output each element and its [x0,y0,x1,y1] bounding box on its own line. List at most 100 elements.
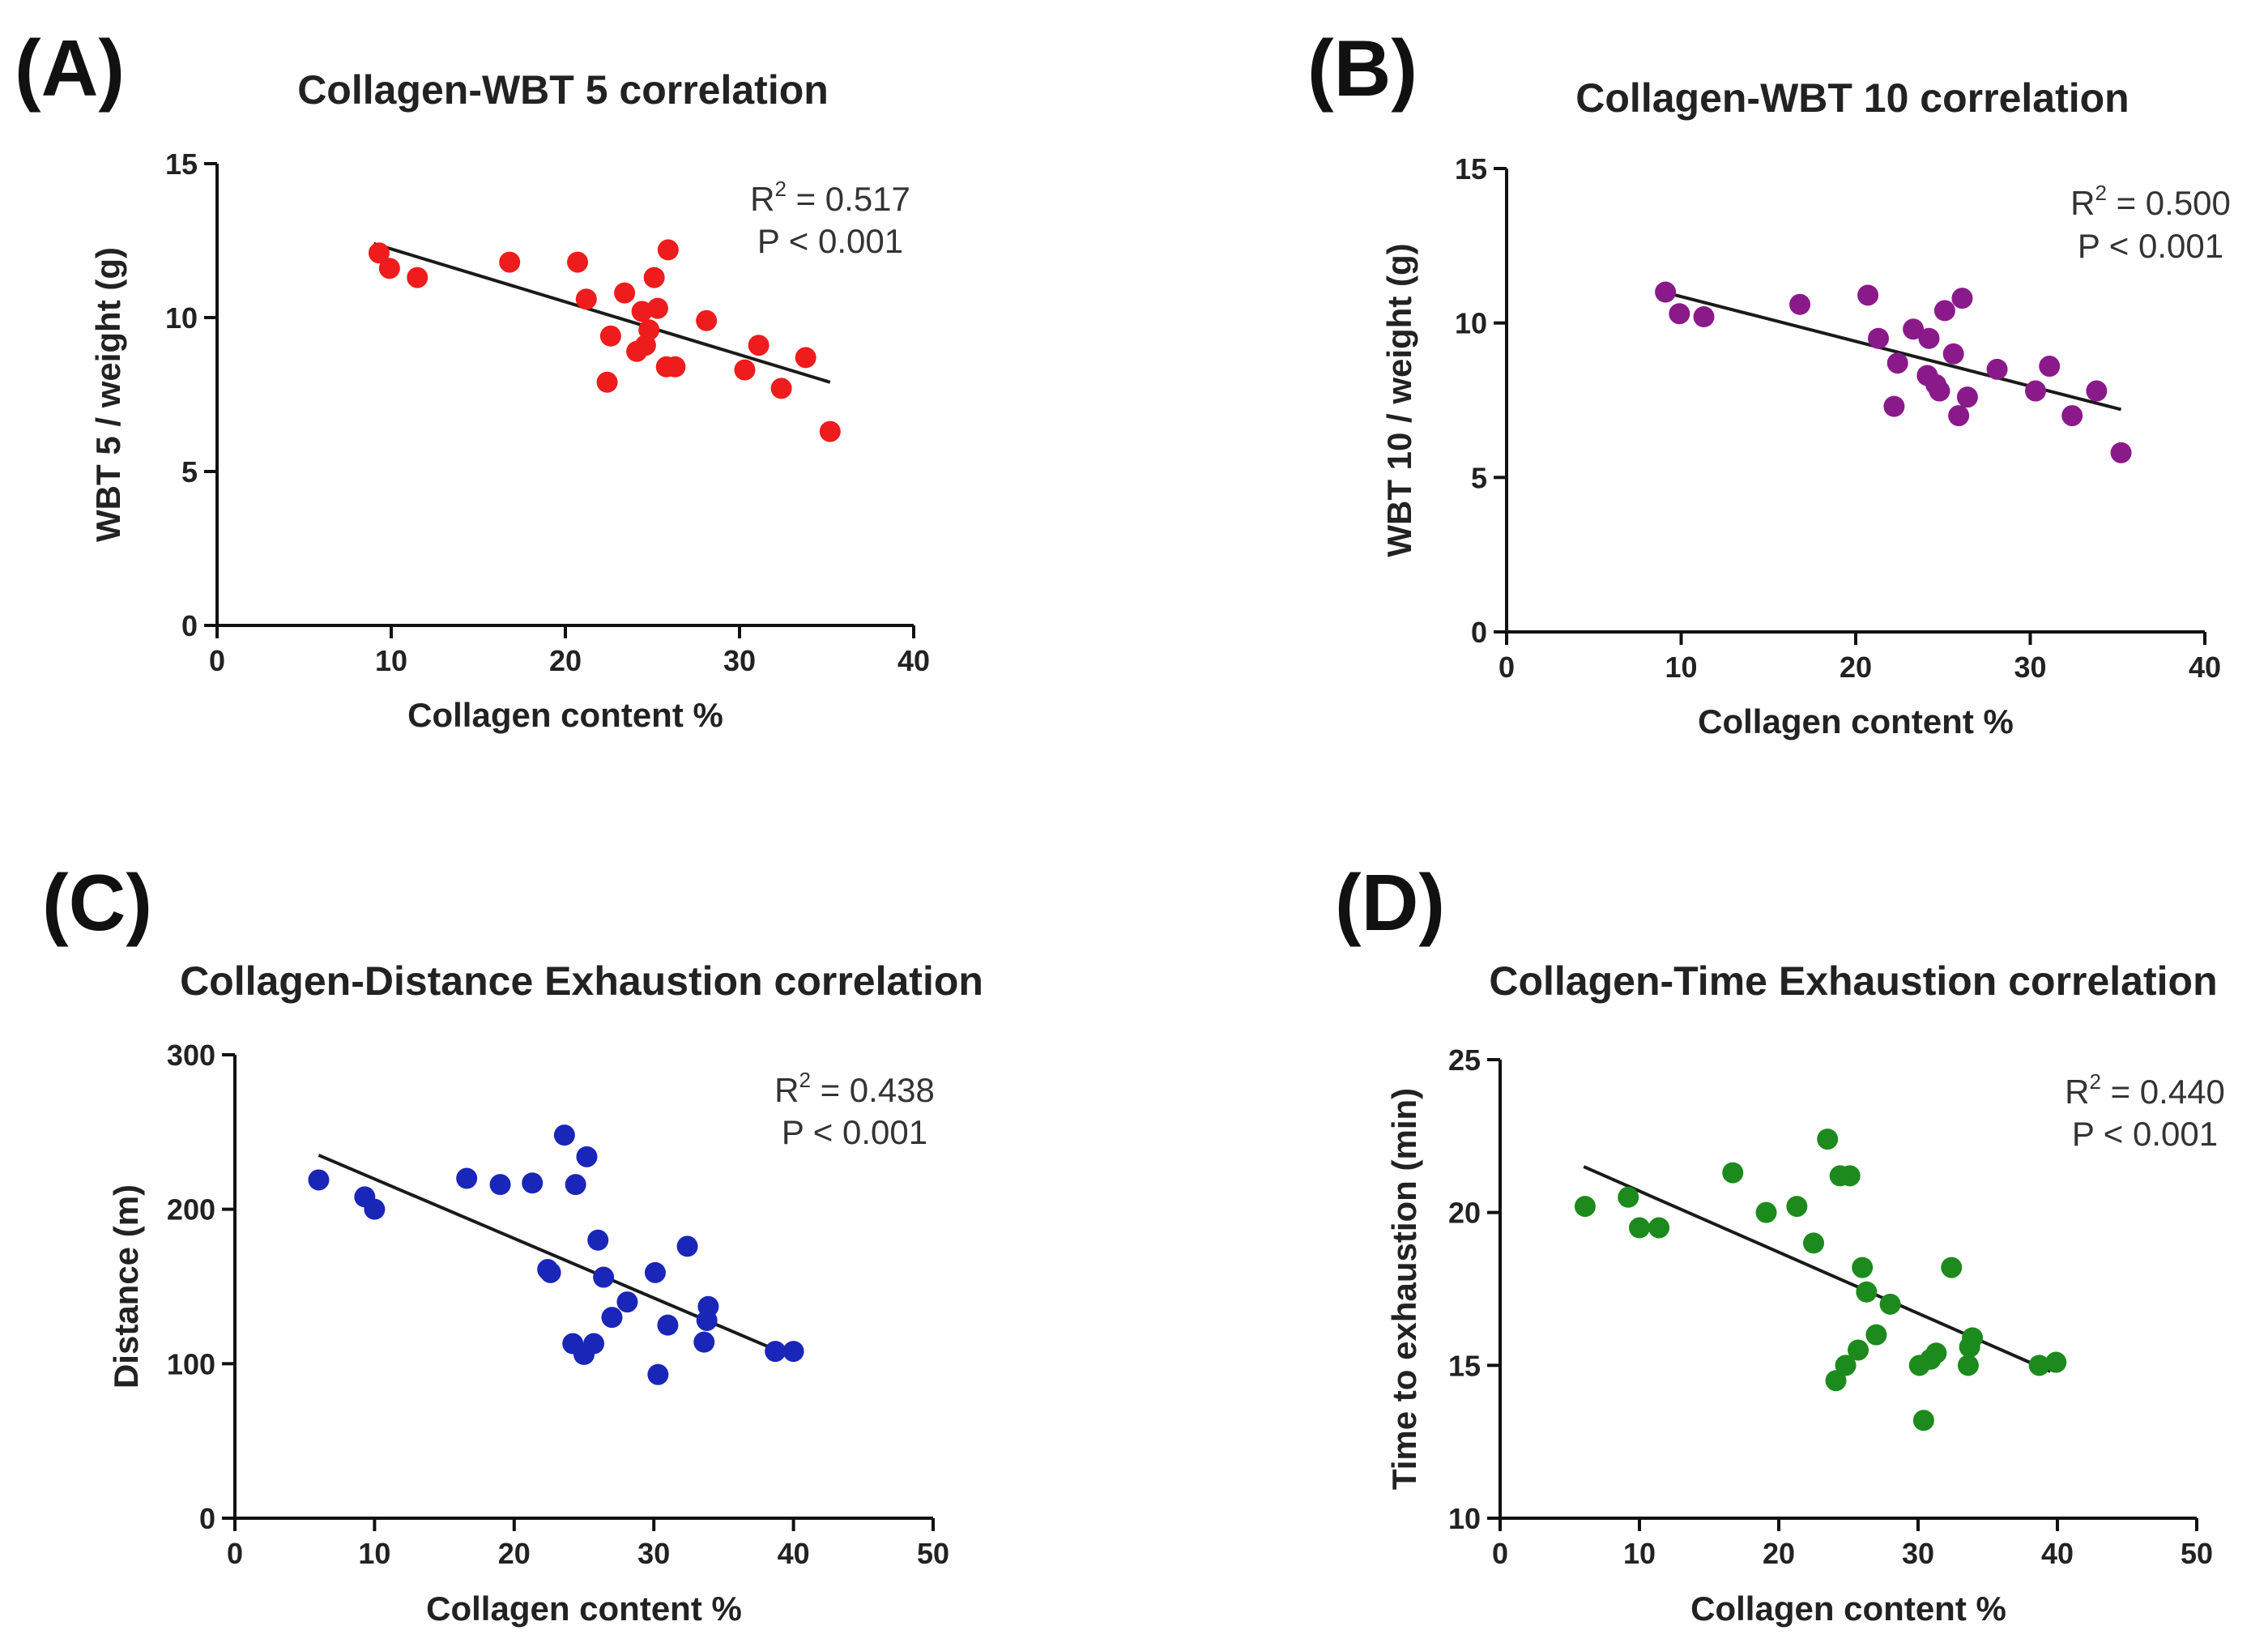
data-point [587,1229,609,1251]
x-tick-label: 40 [2041,1537,2074,1570]
data-point [553,1124,575,1146]
data-point [1918,327,1940,349]
y-axis-label: WBT 10 / weight (g) [1380,243,1418,557]
p-value-label: P < 0.001 [2078,227,2223,265]
x-tick-label: 0 [1498,651,1515,684]
data-point [2028,1355,2050,1376]
data-point [599,325,621,347]
data-point [378,258,400,279]
data-point [1618,1186,1639,1208]
data-point [664,356,686,378]
data-point [1825,1370,1847,1392]
data-point [575,288,597,310]
data-point [1962,1327,1984,1349]
y-tick-label: 5 [1471,461,1487,494]
data-point [368,242,390,264]
data-point [2039,356,2061,378]
data-point [643,267,665,288]
panel-a: (A) Collagen-WBT 5 correlation 0 10 20 30 40 0 5… [15,23,930,734]
x-axis-label: Collagen content % [1690,1589,2006,1628]
regression-line [1663,290,2122,412]
x-tick-label: 20 [1840,651,1872,684]
regression-line [373,241,831,384]
data-point [676,1235,698,1257]
data-point [1929,380,1950,402]
data-point [1629,1217,1650,1239]
chart-title: Collagen-Time Exhaustion correlation [1489,958,2217,1004]
p-value-label: P < 0.001 [782,1113,927,1151]
data-point [308,1169,330,1191]
y-tick-label: 10 [1455,307,1487,340]
r-squared-label: R2 = 0.440 [2065,1069,2225,1111]
p-value-label: P < 0.001 [2072,1115,2218,1153]
r-squared-label: R2 = 0.517 [750,177,910,218]
data-point [1903,318,1925,340]
x-tick-label: 20 [549,644,582,677]
data-point [539,1261,561,1283]
data-point [565,1174,586,1196]
x-tick-label: 0 [209,644,225,677]
data-point [1857,284,1879,306]
x-tick-label: 30 [2014,651,2046,684]
r-squared-label: R2 = 0.438 [774,1068,935,1109]
data-point [601,1307,623,1329]
data-point [456,1167,478,1189]
chart-title: Collagen-WBT 5 correlation [297,67,829,113]
data-point [1655,281,1677,303]
data-point [696,309,718,331]
panel-label: (C) [42,858,152,947]
data-point [407,267,428,288]
data-point [1941,1257,1963,1278]
data-point [1933,300,1955,322]
y-tick-label: 15 [165,147,198,181]
x-axis-label: Collagen content % [1698,702,2014,740]
data-point [765,1341,787,1363]
data-point [1755,1201,1777,1223]
panel-b: (B) Collagen-WBT 10 correlation 0 10 20 30 40 0… [1307,23,2231,740]
y-tick-label: 200 [167,1193,215,1227]
y-tick-label: 0 [181,609,198,642]
data-point [1956,386,1978,408]
data-point [1886,352,1908,374]
panel-label: (B) [1307,23,1418,113]
x-tick-label: 40 [897,644,930,677]
x-tick-label: 10 [375,644,407,677]
data-point [693,1331,715,1353]
data-point [1817,1129,1839,1150]
data-point [1852,1257,1874,1278]
y-tick-label: 15 [1455,152,1487,186]
data-point [1574,1196,1596,1218]
x-tick-label: 10 [1665,651,1697,684]
panel-label: (D) [1335,858,1445,947]
data-point [522,1172,544,1194]
data-point [631,301,653,322]
data-point [1951,288,1973,309]
data-point [734,359,756,381]
x-tick-label: 30 [1902,1537,1934,1570]
data-point [2045,1351,2067,1373]
data-point [1789,293,1811,315]
data-point [697,1295,719,1317]
x-tick-label: 40 [2189,651,2221,684]
y-tick-label: 10 [165,301,198,335]
x-axis-label: Collagen content % [426,1589,742,1628]
data-point [1835,1355,1857,1376]
data-point [2110,442,2132,463]
p-value-label: P < 0.001 [757,222,903,260]
data-point [1856,1281,1878,1303]
data-point [364,1198,386,1220]
x-tick-label: 30 [723,644,756,677]
data-point [489,1174,511,1196]
data-point [614,282,636,304]
y-tick-label: 300 [167,1039,215,1072]
data-point [616,1291,638,1313]
x-axis-label: Collagen content % [407,696,723,734]
y-tick-label: 100 [167,1347,215,1380]
data-point [1693,306,1715,328]
data-point [1986,358,2008,380]
y-tick-label: 0 [1471,616,1487,649]
data-point [1803,1232,1824,1254]
data-point [795,347,816,369]
data-point [593,1266,615,1288]
